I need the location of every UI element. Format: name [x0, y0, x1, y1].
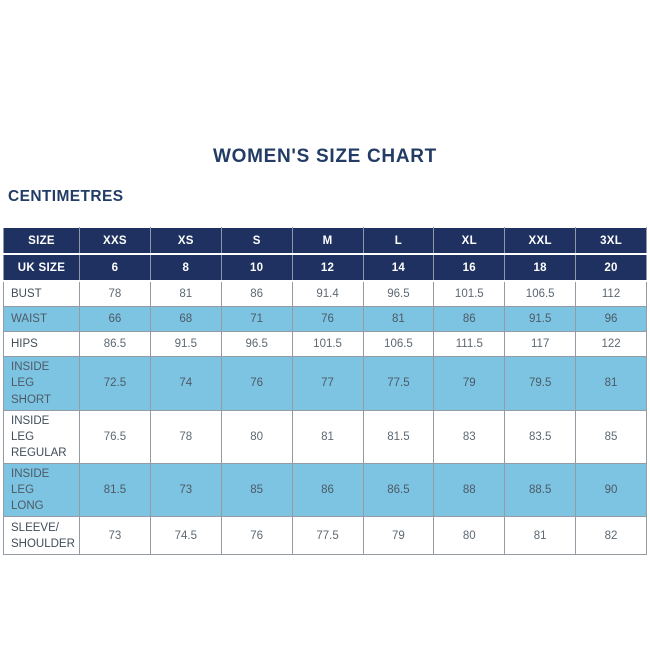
value-cell: 66: [79, 306, 151, 333]
value-cell: 76: [220, 516, 293, 556]
value-cell: 81: [575, 356, 647, 411]
value-cell: 73: [79, 516, 151, 556]
header-cell: M: [291, 227, 364, 256]
value-cell: 77.5: [291, 516, 364, 556]
row-label-cell: SLEEVE/ SHOULDER: [3, 516, 80, 556]
row-label-cell: INSIDE LEG LONG: [3, 462, 80, 518]
value-cell: 72.5: [79, 356, 151, 411]
value-cell: 96.5: [220, 331, 293, 358]
header-cell: S: [220, 227, 293, 256]
row-label-cell: WAIST: [3, 306, 80, 333]
value-cell: 68: [149, 306, 222, 333]
header-cell: 12: [291, 253, 364, 283]
value-cell: 74: [149, 356, 222, 411]
header-cell: XL: [433, 227, 506, 256]
header-cell: 8: [149, 253, 222, 283]
value-cell: 90: [575, 462, 647, 518]
value-cell: 79: [362, 516, 435, 556]
header-cell: XS: [149, 227, 222, 256]
value-cell: 111.5: [433, 331, 506, 358]
value-cell: 91.4: [291, 280, 364, 308]
value-cell: 86: [220, 280, 293, 308]
value-cell: 78: [149, 409, 222, 464]
value-cell: 117: [504, 331, 577, 358]
table-row: BUST 78 81 86 91.4 96.5 101.5 106.5 112: [3, 280, 647, 308]
value-cell: 79: [433, 356, 506, 411]
value-cell: 96: [575, 306, 647, 333]
size-chart-table: SIZE XXS XS S M L XL XXL 3XL UK SIZE 6 8 10 12 14 16 18 2…: [3, 227, 647, 556]
value-cell: 80: [220, 409, 293, 464]
value-cell: 81: [504, 516, 577, 556]
value-cell: 71: [220, 306, 293, 333]
header-cell: XXL: [504, 227, 577, 256]
value-cell: 85: [220, 462, 293, 518]
table-row: HIPS 86.5 91.5 96.5 101.5 106.5 111.5 117 122: [3, 331, 647, 358]
value-cell: 81.5: [362, 409, 435, 464]
header-cell: 6: [79, 253, 151, 283]
value-cell: 77.5: [362, 356, 435, 411]
value-cell: 96.5: [362, 280, 435, 308]
value-cell: 101.5: [291, 331, 364, 358]
table-row: SLEEVE/ SHOULDER 73 74.5 76 77.5 79 80 81 82: [3, 516, 647, 556]
value-cell: 78: [79, 280, 151, 308]
header-cell: 16: [433, 253, 506, 283]
value-cell: 79.5: [504, 356, 577, 411]
header-cell: 14: [362, 253, 435, 283]
value-cell: 86.5: [79, 331, 151, 358]
value-cell: 76: [291, 306, 364, 333]
row-label-cell: INSIDE LEG SHORT: [3, 356, 80, 411]
value-cell: 81.5: [79, 462, 151, 518]
value-cell: 86.5: [362, 462, 435, 518]
value-cell: 106.5: [504, 280, 577, 308]
table-body: BUST 78 81 86 91.4 96.5 101.5 106.5 112 WAIST 66 68…: [3, 280, 647, 556]
row-label-cell: BUST: [3, 280, 80, 308]
value-cell: 88.5: [504, 462, 577, 518]
header-cell: 10: [220, 253, 293, 283]
row-label-cell: HIPS: [3, 331, 80, 358]
header-cell: XXS: [79, 227, 151, 256]
uk-size-header-row: UK SIZE 6 8 10 12 14 16 18 20: [3, 253, 647, 283]
table-row: WAIST 66 68 71 76 81 86 91.5 96: [3, 306, 647, 333]
value-cell: 101.5: [433, 280, 506, 308]
value-cell: 106.5: [362, 331, 435, 358]
header-row-label: UK SIZE: [3, 253, 80, 283]
value-cell: 122: [575, 331, 647, 358]
value-cell: 80: [433, 516, 506, 556]
value-cell: 91.5: [149, 331, 222, 358]
value-cell: 76.5: [79, 409, 151, 464]
table-row: INSIDE LEG LONG 81.5 73 85 86 86.5 88 88.5 90: [3, 462, 647, 518]
value-cell: 81: [362, 306, 435, 333]
value-cell: 83.5: [504, 409, 577, 464]
header-cell: 20: [575, 253, 647, 283]
table-row: INSIDE LEG SHORT 72.5 74 76 77 77.5 79 79.5 81: [3, 356, 647, 411]
value-cell: 86: [433, 306, 506, 333]
value-cell: 85: [575, 409, 647, 464]
unit-heading: CENTIMETRES: [8, 187, 124, 205]
value-cell: 83: [433, 409, 506, 464]
header-cell: 18: [504, 253, 577, 283]
value-cell: 81: [291, 409, 364, 464]
table-row: INSIDE LEG REGULAR 76.5 78 80 81 81.5 83 83.5 85: [3, 409, 647, 464]
size-header-row: SIZE XXS XS S M L XL XXL 3XL: [3, 227, 647, 256]
header-cell: L: [362, 227, 435, 256]
header-cell: 3XL: [575, 227, 647, 256]
value-cell: 76: [220, 356, 293, 411]
value-cell: 112: [575, 280, 647, 308]
value-cell: 82: [575, 516, 647, 556]
value-cell: 86: [291, 462, 364, 518]
value-cell: 73: [149, 462, 222, 518]
value-cell: 81: [149, 280, 222, 308]
table-header: SIZE XXS XS S M L XL XXL 3XL UK SIZE 6 8 10 12 14 16 18 2…: [3, 227, 647, 283]
value-cell: 91.5: [504, 306, 577, 333]
header-row-label: SIZE: [3, 227, 80, 256]
value-cell: 88: [433, 462, 506, 518]
value-cell: 77: [291, 356, 364, 411]
value-cell: 74.5: [149, 516, 222, 556]
row-label-cell: INSIDE LEG REGULAR: [3, 409, 80, 464]
page-title: WOMEN'S SIZE CHART: [212, 146, 437, 167]
